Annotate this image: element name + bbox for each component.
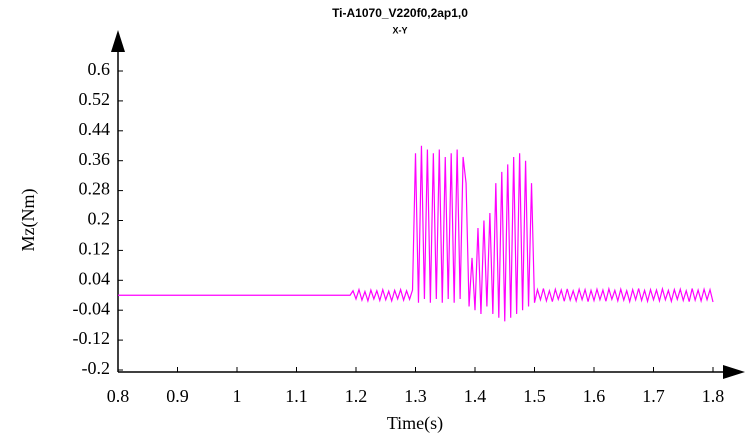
y-tick-label: -0.12 [73, 328, 111, 348]
x-tick-label: 1.3 [404, 386, 427, 406]
y-tick-label: 0.6 [88, 59, 111, 79]
y-axis-arrow [111, 30, 125, 52]
x-tick-label: 1 [233, 386, 242, 406]
x-tick-label: 1.4 [464, 386, 487, 406]
y-tick-label: 0.52 [79, 89, 111, 109]
x-tick-label: 1.1 [285, 386, 308, 406]
x-axis-label: Time(s) [387, 413, 443, 434]
chart-subtitle: X-Y [392, 25, 407, 35]
y-axis-label: Mz(Nm) [18, 189, 39, 252]
x-tick-label: 1.2 [345, 386, 368, 406]
x-axis-arrow [723, 365, 745, 379]
y-tick-label: 0.12 [79, 239, 111, 259]
y-tick-label: 0.2 [88, 209, 111, 229]
data-line [118, 145, 714, 322]
x-tick-label: 1.7 [642, 386, 665, 406]
x-tick-label: 0.9 [166, 386, 189, 406]
y-tick-label: 0.44 [79, 119, 111, 139]
y-tick-label: 0.36 [79, 149, 111, 169]
y-tick-label: -0.04 [73, 298, 111, 318]
y-tick-label: 0.28 [79, 179, 111, 199]
x-tick-label: 1.5 [523, 386, 546, 406]
y-tick-label: 0.04 [79, 268, 111, 288]
x-tick-label: 1.8 [702, 386, 725, 406]
chart-title: Ti-A1070_V220f0,2ap1,0 [332, 6, 468, 20]
y-tick-label: -0.2 [82, 358, 111, 378]
x-tick-label: 0.8 [107, 386, 130, 406]
x-tick-label: 1.6 [583, 386, 606, 406]
